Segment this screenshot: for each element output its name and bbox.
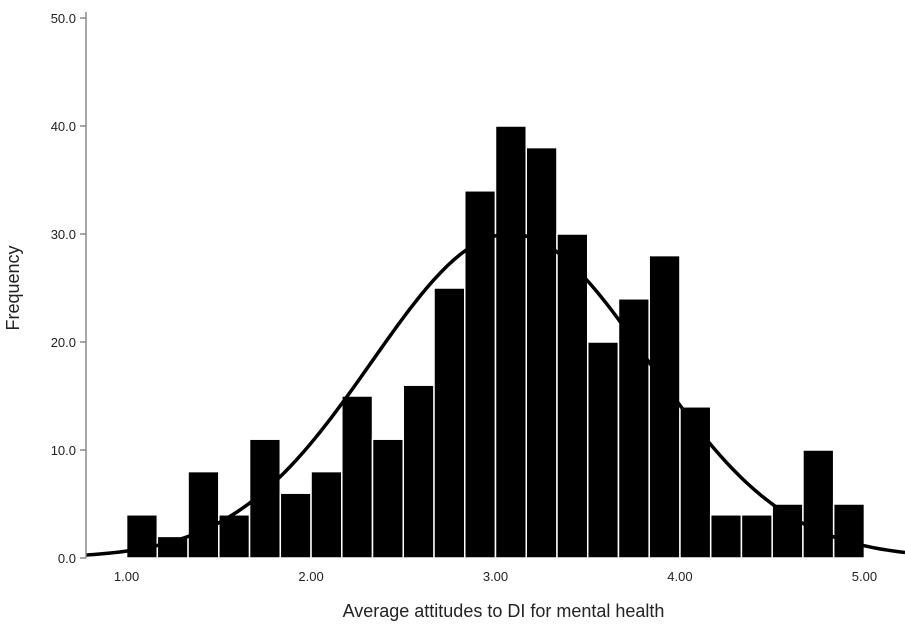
histogram-bar-15 (556, 233, 589, 559)
y-tick-label: 50.0 (51, 11, 76, 26)
histogram-bars (125, 125, 866, 559)
histogram-bar-24 (832, 503, 866, 559)
histogram-bar-6 (279, 492, 312, 559)
histogram-bar-21 (740, 514, 773, 559)
histogram-bar-22 (771, 503, 804, 559)
y-tick-label: 10.0 (51, 443, 76, 458)
x-axis-title: Average attitudes to DI for mental healt… (343, 601, 665, 621)
x-tick-label: 2.00 (298, 569, 323, 584)
x-tick-label: 5.00 (852, 569, 877, 584)
histogram-bar-13 (494, 125, 527, 559)
x-axis-ticks: 1.00 2.00 3.00 4.00 5.00 (114, 569, 877, 584)
histogram-bar-11 (433, 287, 466, 559)
histogram-bar-14 (525, 146, 558, 559)
histogram-bar-23 (802, 449, 835, 559)
histogram-bar-19 (679, 406, 712, 559)
y-tick-label: 20.0 (51, 335, 76, 350)
histogram-bar-7 (310, 470, 343, 559)
histogram-bar-9 (371, 438, 405, 559)
normal-distribution-curve (85, 232, 905, 557)
y-tick-label: 40.0 (51, 119, 76, 134)
x-tick-label: 3.00 (483, 569, 508, 584)
histogram-bar-18 (648, 254, 681, 559)
histogram-bar-8 (341, 395, 374, 559)
y-tick-label: 30.0 (51, 227, 76, 242)
histogram-bar-12 (464, 190, 497, 559)
histogram-bar-10 (402, 384, 435, 559)
y-axis-ticks: 0.0 10.0 20.0 30.0 40.0 50.0 (51, 11, 86, 566)
y-axis-title: Frequency (3, 245, 23, 330)
y-tick-label: 0.0 (58, 551, 76, 566)
x-tick-label: 4.00 (667, 569, 692, 584)
histogram-bar-20 (709, 514, 743, 559)
histogram-bar-16 (586, 341, 620, 559)
x-tick-label: 1.00 (114, 569, 139, 584)
histogram-bar-3 (187, 470, 220, 559)
